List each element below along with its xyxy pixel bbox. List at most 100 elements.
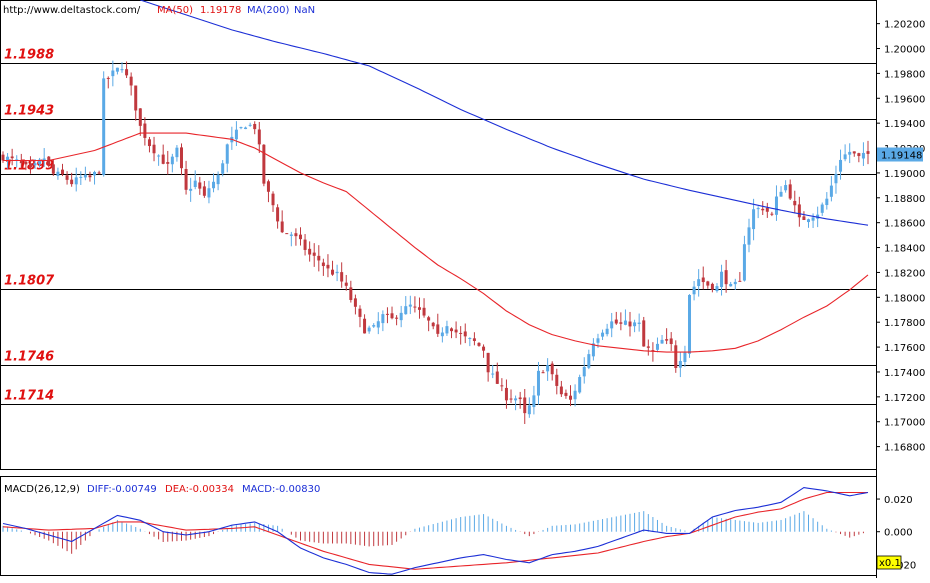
candle-body [468, 337, 472, 339]
candle-body [312, 252, 316, 256]
macd-tick-label-1: 0.000 [884, 528, 913, 539]
candle [166, 150, 170, 175]
candle [385, 307, 389, 324]
candle-body [138, 108, 142, 126]
source-url[interactable]: http://www.deltastock.com/ [3, 5, 141, 16]
candle [770, 211, 774, 217]
candle-body [207, 188, 211, 198]
candle [532, 385, 536, 415]
price-tick-label-14: 1.17400 [884, 368, 925, 379]
candle-body [248, 124, 252, 126]
candle [733, 278, 737, 290]
candle-body [376, 321, 380, 328]
candle [102, 71, 106, 177]
candle [70, 172, 74, 187]
candle [234, 121, 238, 147]
candle [28, 156, 32, 174]
candle [665, 328, 669, 345]
candle [266, 179, 270, 203]
candle-body [651, 350, 655, 352]
candle [10, 148, 14, 166]
candle-body [756, 208, 760, 210]
candle [317, 245, 321, 272]
candle-body [198, 182, 202, 189]
candle [120, 62, 124, 73]
candle [651, 342, 655, 362]
candle [610, 312, 614, 338]
candle [848, 143, 852, 164]
candle [207, 180, 211, 204]
candle [294, 228, 298, 246]
candle-body [93, 171, 97, 176]
candle-body [340, 272, 344, 282]
candle-body [1, 154, 5, 161]
candle-body [825, 198, 829, 206]
candle-body [189, 188, 193, 191]
zoom-badge[interactable] [876, 555, 902, 570]
candle [678, 352, 682, 378]
candle-body [742, 244, 746, 281]
candle-body [15, 159, 19, 161]
level-label-3: 1.1807 [4, 274, 55, 289]
ma200-value: NaN [294, 5, 315, 16]
candle-body [701, 277, 705, 283]
candle-body [115, 67, 119, 72]
candle [724, 259, 728, 293]
candle-body [166, 162, 170, 164]
candle [344, 274, 348, 291]
candle [56, 167, 60, 180]
candle-body [500, 385, 504, 387]
candle-body [637, 322, 641, 324]
candle-body [450, 328, 454, 332]
candle [285, 233, 289, 235]
candle [706, 280, 710, 289]
candle-body [6, 156, 10, 161]
candle [514, 395, 518, 411]
candle [578, 374, 582, 394]
candle-body [861, 152, 865, 159]
candle-body [234, 129, 238, 140]
candle [802, 211, 806, 221]
candle-body [175, 147, 179, 158]
candle [619, 312, 623, 331]
candle-body [514, 398, 518, 401]
candle [404, 296, 408, 315]
candle-body [225, 144, 229, 164]
candle-body [834, 173, 838, 184]
candle-body [752, 209, 756, 230]
candle-body [253, 123, 257, 130]
macd-title: MACD(26,12,9) [4, 484, 80, 495]
candle-body [788, 184, 792, 199]
candle [170, 153, 174, 173]
candle-body [518, 397, 522, 400]
candle-body [733, 281, 737, 285]
candle-body [454, 329, 458, 333]
candle [298, 227, 302, 246]
price-tick-label-3: 1.19600 [884, 94, 925, 105]
candle-body [747, 227, 751, 245]
candle-body [70, 179, 74, 185]
candle-body [761, 208, 765, 211]
candle [761, 201, 765, 216]
candle [60, 163, 64, 177]
candle [79, 171, 83, 185]
candle-body [852, 151, 856, 154]
candle-body [244, 127, 248, 130]
candle-body [257, 129, 261, 145]
candle [184, 160, 188, 195]
candle [555, 368, 559, 395]
candle [331, 260, 335, 276]
macd-diff-readout: DIFF:-0.00749 [87, 484, 157, 495]
candle-body [285, 233, 289, 235]
candle [93, 170, 97, 185]
candle [495, 362, 499, 385]
candle-body [408, 304, 412, 307]
candle [312, 243, 316, 267]
candle-body [802, 216, 806, 221]
candle [582, 357, 586, 384]
candle-body [97, 172, 101, 174]
candle-body [10, 156, 14, 159]
candle [24, 160, 28, 171]
candle-body [820, 204, 824, 213]
candle-body [184, 168, 188, 190]
